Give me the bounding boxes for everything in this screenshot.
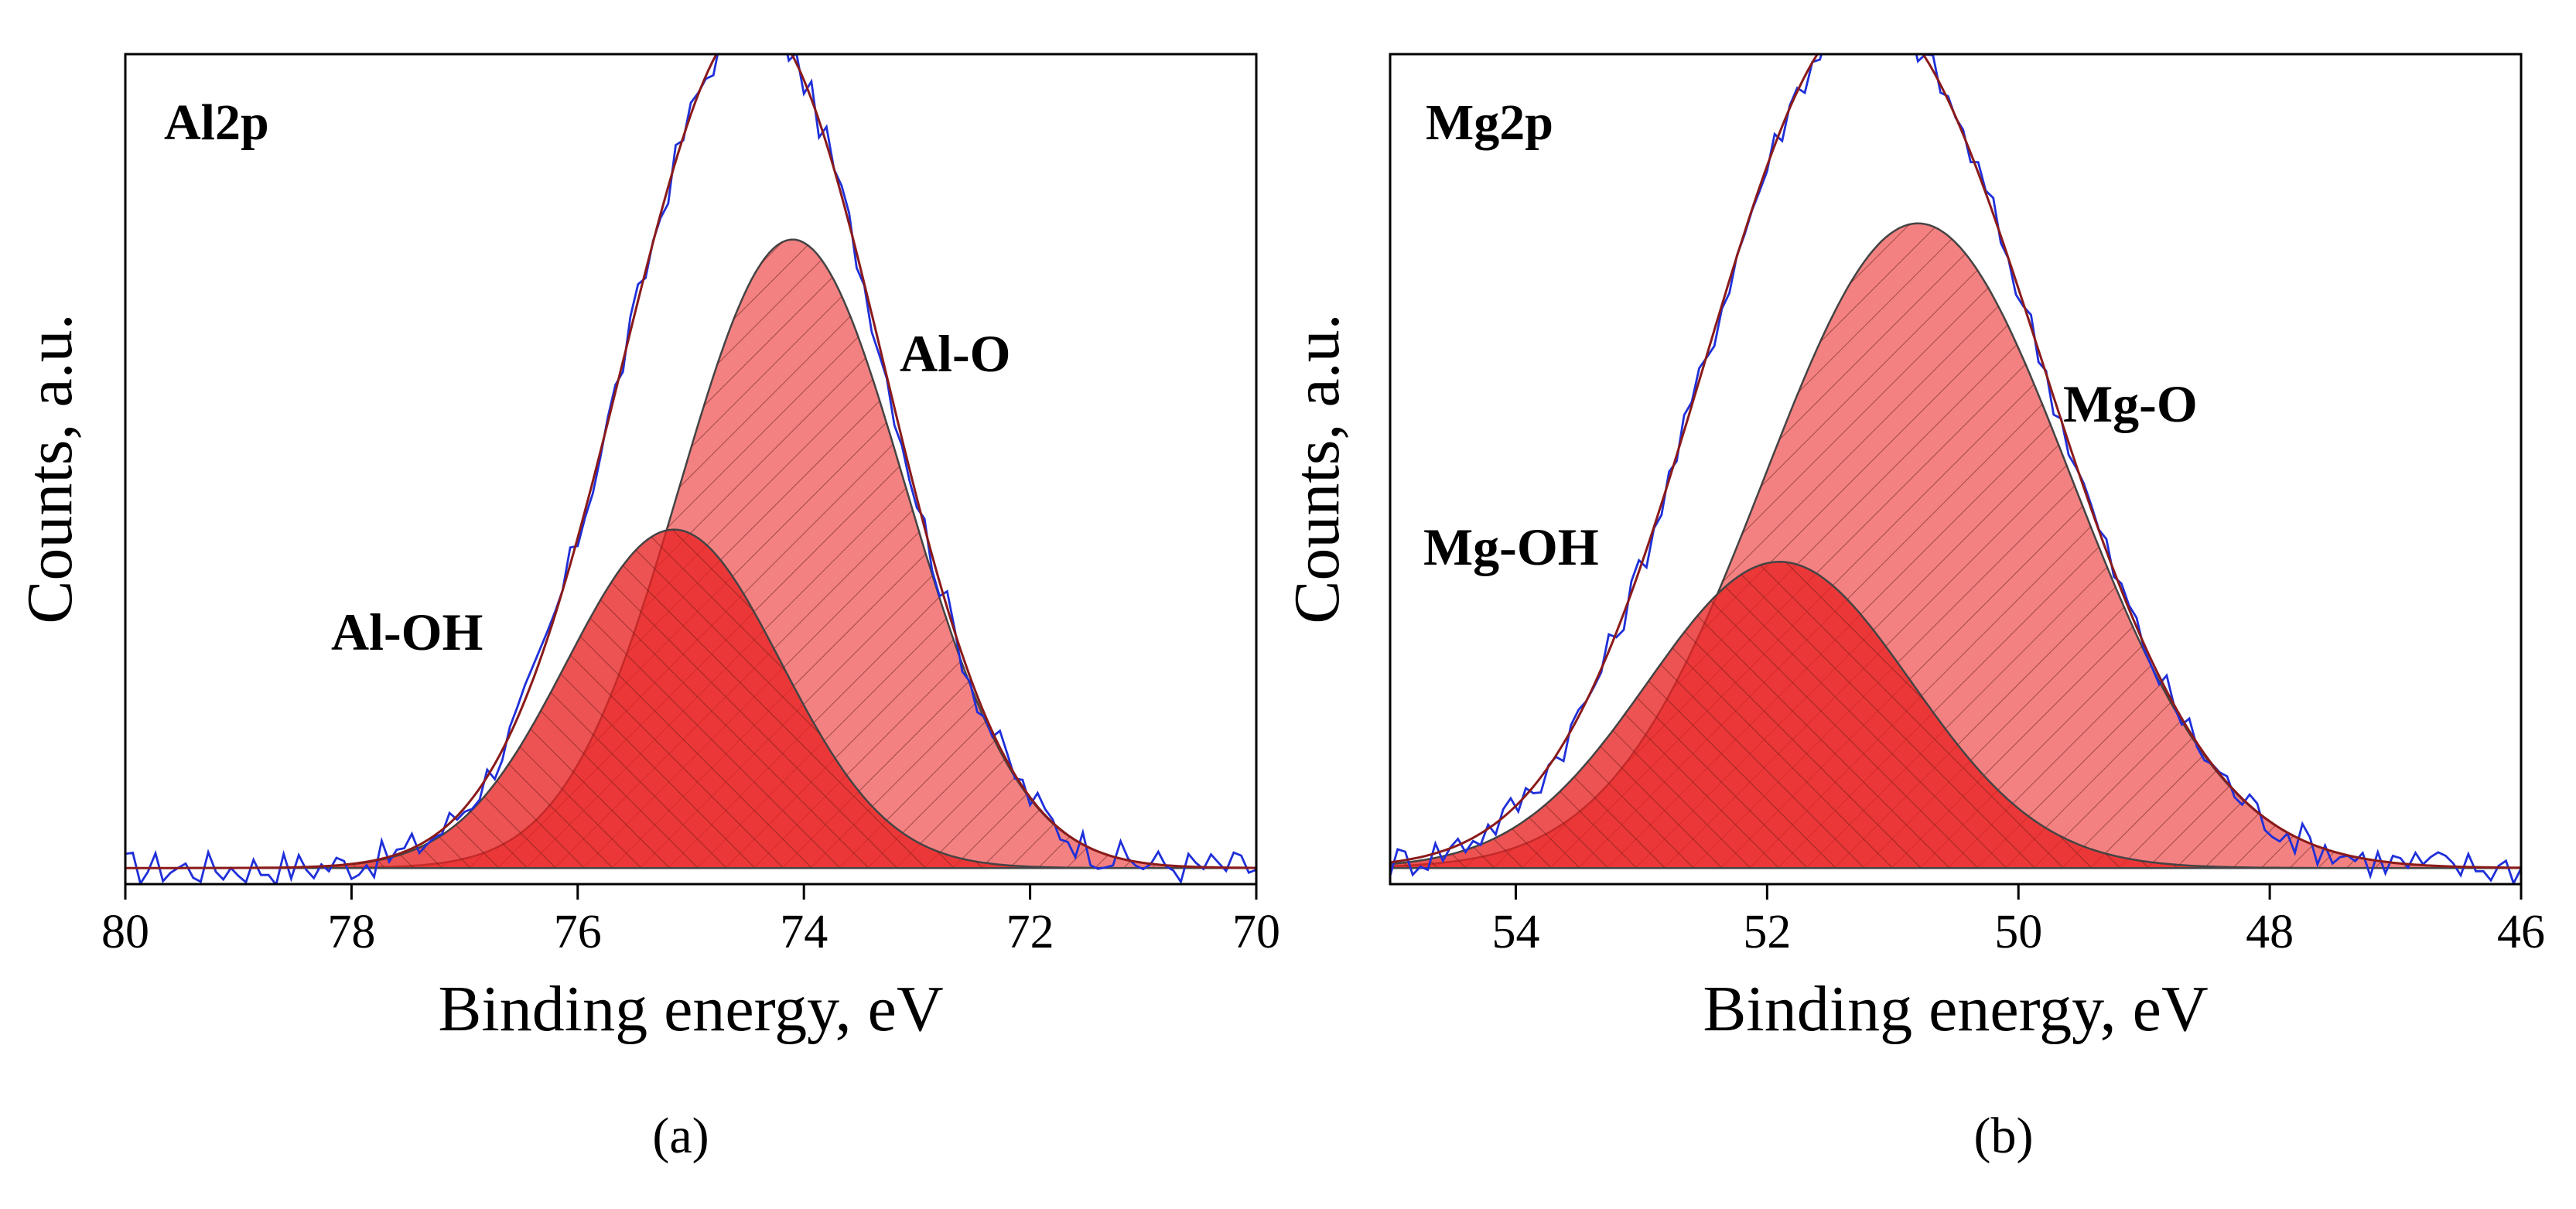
annotation-al-oh: Al-OH: [331, 603, 483, 661]
panel-al2p: 80 78 76 74 72 70 Al2p Counts, a.u. Binding e…: [14, 53, 1280, 1164]
y-axis-label-mg2p: Counts, a.u.: [1281, 313, 1353, 623]
peak-hatch-al-oh: [125, 529, 1256, 869]
panel-title-mg2p: Mg2p: [1426, 94, 1553, 151]
annotation-mg-oh: Mg-OH: [1423, 517, 1599, 576]
plot-frame-al2p: [124, 53, 1258, 886]
x-tick-label: 54: [1491, 906, 1539, 958]
x-tick-label: 70: [1232, 906, 1280, 958]
panel-label-b: (b): [1974, 1108, 2034, 1164]
x-tick-label: 52: [1743, 906, 1791, 958]
x-tick-label: 80: [101, 906, 149, 958]
y-axis-label-al2p: Counts, a.u.: [14, 313, 86, 623]
panel-mg2p: 54 52 50 48 46 Mg2p Counts, a.u. Binding ene…: [1281, 53, 2545, 1164]
fit-envelope: [1390, 54, 2521, 869]
x-tick-label: 78: [327, 906, 375, 958]
measured-spectrum: [125, 54, 1256, 884]
x-tick-label: 74: [780, 906, 828, 958]
x-ticks-mg2p: 54 52 50 48 46: [1491, 884, 2545, 958]
fit-envelope: [125, 54, 1256, 869]
x-tick-label: 76: [554, 906, 602, 958]
x-ticks-al2p: 80 78 76 74 72 70: [101, 884, 1280, 958]
plot-frame-mg2p: [1389, 53, 2523, 886]
peak-hatch-mg-oh: [1390, 562, 2521, 869]
plot-marks-al2p: [125, 54, 1256, 884]
panel-title-al2p: Al2p: [164, 94, 269, 151]
x-axis-label-mg2p: Binding energy, eV: [1703, 973, 2208, 1045]
annotation-al-o: Al-O: [900, 324, 1011, 383]
x-tick-label: 50: [1994, 906, 2042, 958]
annotation-mg-o: Mg-O: [2063, 374, 2198, 433]
panel-label-a: (a): [652, 1108, 709, 1164]
plot-marks-mg2p: [1390, 54, 2521, 884]
x-axis-label-al2p: Binding energy, eV: [438, 973, 943, 1045]
x-tick-label: 46: [2497, 906, 2545, 958]
x-tick-label: 72: [1006, 906, 1054, 958]
x-tick-label: 48: [2246, 906, 2294, 958]
